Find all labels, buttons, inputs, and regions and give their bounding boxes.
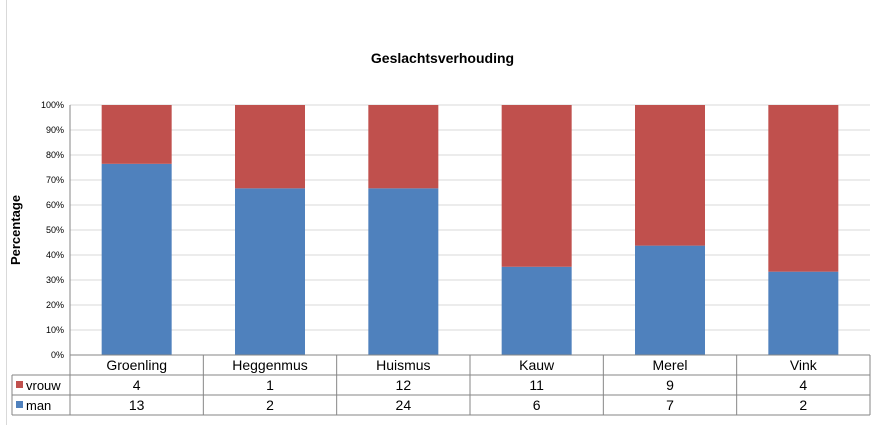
legend-key-man (16, 401, 23, 408)
bar-man (102, 164, 172, 355)
legend-label-vrouw: vrouw (26, 378, 61, 393)
bar-man (768, 272, 838, 355)
bar-vrouw (768, 105, 838, 272)
bar-vrouw (102, 105, 172, 164)
bar-man (635, 246, 705, 355)
bar-vrouw (368, 105, 438, 188)
y-tick-label: 40% (46, 250, 64, 260)
bar-vrouw (502, 105, 572, 267)
y-tick-label: 70% (46, 175, 64, 185)
x-tick-label: Heggenmus (232, 357, 308, 373)
legend-label-man: man (26, 398, 51, 413)
table-cell-vrouw: 11 (529, 377, 544, 393)
table-cell-man: 2 (266, 397, 274, 413)
bar-vrouw (235, 105, 305, 188)
legend-key-vrouw (16, 381, 23, 388)
x-tick-label: Merel (652, 357, 687, 373)
table-cell-man: 7 (666, 397, 674, 413)
table-cell-man: 13 (129, 397, 145, 413)
x-tick-label: Vink (790, 357, 818, 373)
y-tick-label: 20% (46, 300, 64, 310)
y-tick-label: 60% (46, 200, 64, 210)
y-tick-label: 90% (46, 125, 64, 135)
table-cell-man: 24 (396, 397, 412, 413)
bar-man (235, 188, 305, 355)
y-tick-label: 50% (46, 225, 64, 235)
bar-man (368, 188, 438, 355)
table-cell-vrouw: 9 (666, 377, 674, 393)
y-tick-label: 80% (46, 150, 64, 160)
table-cell-vrouw: 4 (133, 377, 141, 393)
table-cell-vrouw: 4 (799, 377, 807, 393)
y-tick-label: 0% (51, 350, 64, 360)
table-cell-man: 6 (533, 397, 541, 413)
y-tick-label: 10% (46, 325, 64, 335)
y-axis-label: Percentage (8, 195, 23, 265)
table-cell-vrouw: 1 (266, 377, 274, 393)
x-tick-label: Kauw (519, 357, 555, 373)
table-cell-vrouw: 12 (396, 377, 412, 393)
x-tick-label: Groenling (106, 357, 167, 373)
x-tick-label: Huismus (376, 357, 430, 373)
bar-man (502, 267, 572, 355)
y-tick-label: 30% (46, 275, 64, 285)
table-cell-man: 2 (799, 397, 807, 413)
bar-vrouw (635, 105, 705, 246)
y-tick-label: 100% (41, 100, 64, 110)
